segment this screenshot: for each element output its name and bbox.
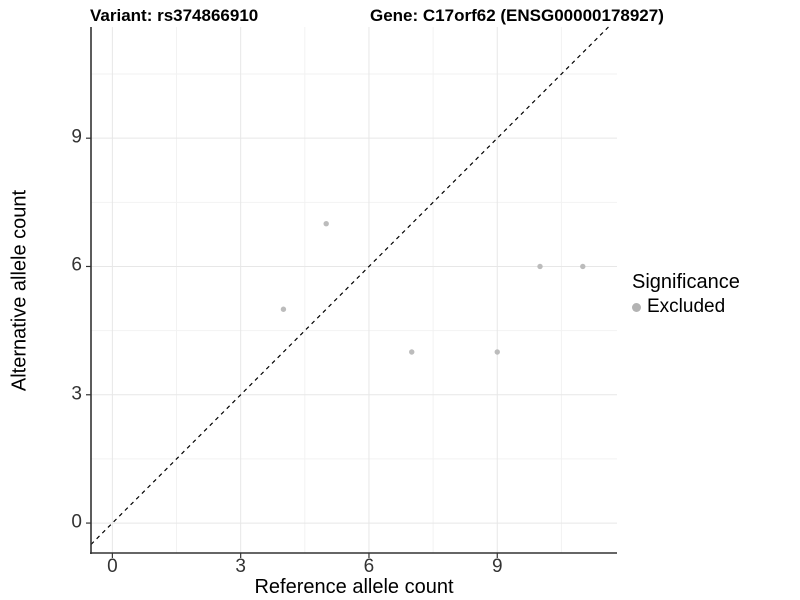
x-tick-label: 9 xyxy=(491,556,503,577)
x-tick-label: 0 xyxy=(107,556,118,577)
y-axis-title: Alternative allele count xyxy=(8,189,31,392)
legend: Significance Excluded xyxy=(632,271,740,318)
legend-title: Significance xyxy=(632,271,740,293)
data-point xyxy=(494,349,500,355)
legend-entry-label: Excluded xyxy=(647,296,726,317)
data-point xyxy=(323,221,329,227)
data-point xyxy=(409,349,415,355)
data-point xyxy=(280,306,287,312)
legend-entry-excluded: Excluded xyxy=(632,296,740,318)
identity-dashed-line xyxy=(90,26,609,545)
y-tick-label: 3 xyxy=(71,383,82,405)
data-point xyxy=(580,263,586,270)
data-point xyxy=(537,263,543,270)
gene-title: Gene: C17orf62 (ENSG00000178927) xyxy=(370,6,664,25)
x-tick-label: 3 xyxy=(235,556,246,577)
variant-title: Variant: rs374866910 xyxy=(90,6,259,25)
y-tick-label: 6 xyxy=(71,255,82,277)
y-tick-label: 9 xyxy=(71,126,82,148)
x-axis-title: Reference allele count xyxy=(254,576,454,598)
excluded-point-swatch-icon xyxy=(632,302,641,312)
x-tick-label: 6 xyxy=(363,556,375,577)
y-tick-label: 0 xyxy=(71,511,82,533)
